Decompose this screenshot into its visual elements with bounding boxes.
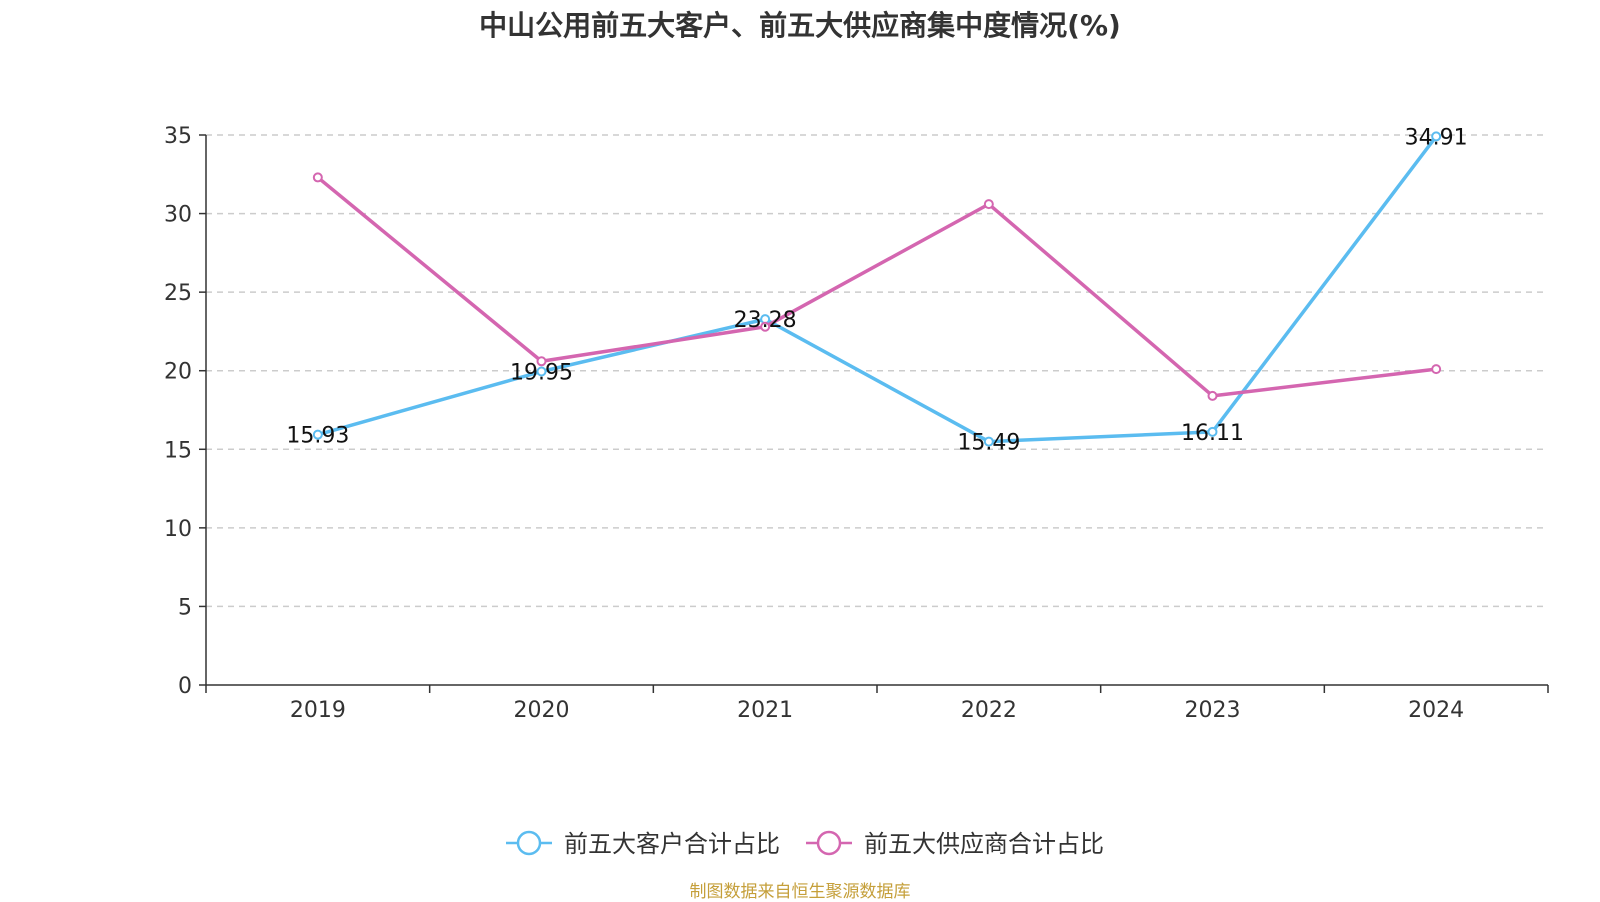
x-tick-label-2022: 2022 [961, 698, 1017, 723]
series-0-point-2023[interactable] [1207, 426, 1218, 437]
series-0-point-2019[interactable] [312, 429, 323, 440]
series-line-0 [317, 135, 1438, 444]
source-note: 制图数据来自恒生聚源数据库 [689, 882, 911, 902]
y-tick-label: 35 [164, 124, 192, 149]
x-tick-label-2020: 2020 [514, 698, 570, 723]
series-1-point-2024[interactable] [1431, 364, 1442, 375]
data-label-2022: 15.49 [957, 431, 1020, 456]
y-tick-label: 20 [164, 360, 192, 385]
series-line-1 [316, 176, 1437, 398]
legend-item-1[interactable]: 前五大供应商合计占比 [806, 830, 1104, 858]
series-1-point-2020[interactable] [536, 356, 547, 367]
data-label-2021: 23.28 [734, 308, 797, 333]
data-label-2024: 34.91 [1405, 125, 1468, 150]
legend: 前五大客户合计占比 前五大供应商合计占比 [506, 830, 1104, 858]
data-labels: 15.93 19.95 23.28 15.49 16.11 34.91 [286, 125, 1467, 455]
legend-marker-icon [816, 830, 842, 856]
series-1-point-2019[interactable] [312, 172, 323, 183]
data-label-2023: 16.11 [1181, 421, 1244, 446]
series-0-point-2022[interactable] [983, 436, 994, 447]
legend-label: 前五大供应商合计占比 [864, 830, 1104, 858]
grid-lines [206, 134, 1548, 608]
x-tick-label-2021: 2021 [737, 698, 793, 723]
axes: 0 5 10 15 20 25 30 35 2019 2020 2021 2022 2023 2024 [164, 124, 1549, 723]
series-0-point-2020[interactable] [536, 366, 547, 377]
chart-title: 中山公用前五大客户、前五大供应商集中度情况(%) [479, 9, 1121, 42]
x-tick-label-2024: 2024 [1408, 698, 1464, 723]
data-label-2019: 15.93 [286, 424, 349, 449]
y-tick-label: 10 [164, 517, 192, 542]
series-1-point-2022[interactable] [983, 199, 994, 210]
y-tick-label: 25 [164, 281, 192, 306]
y-tick-label: 15 [164, 438, 192, 463]
x-tick-label-2023: 2023 [1185, 698, 1241, 723]
y-tick-label: 0 [178, 674, 192, 699]
series-0-point-2024[interactable] [1431, 131, 1442, 142]
x-tick-label-2019: 2019 [290, 698, 346, 723]
y-tick-label: 5 [178, 595, 192, 620]
data-label-2020: 19.95 [510, 361, 573, 386]
series-1-point-2021[interactable] [760, 321, 771, 332]
legend-marker-icon [516, 830, 542, 856]
series-lines [312, 131, 1442, 447]
line-chart: 0 5 10 15 20 25 30 35 2019 2020 2021 2022 2023 2024 1… [164, 124, 1549, 858]
legend-item-0[interactable]: 前五大客户合计占比 [506, 830, 780, 858]
legend-label: 前五大客户合计占比 [564, 830, 780, 858]
series-1-point-2023[interactable] [1207, 390, 1218, 401]
y-tick-label: 30 [164, 203, 192, 228]
